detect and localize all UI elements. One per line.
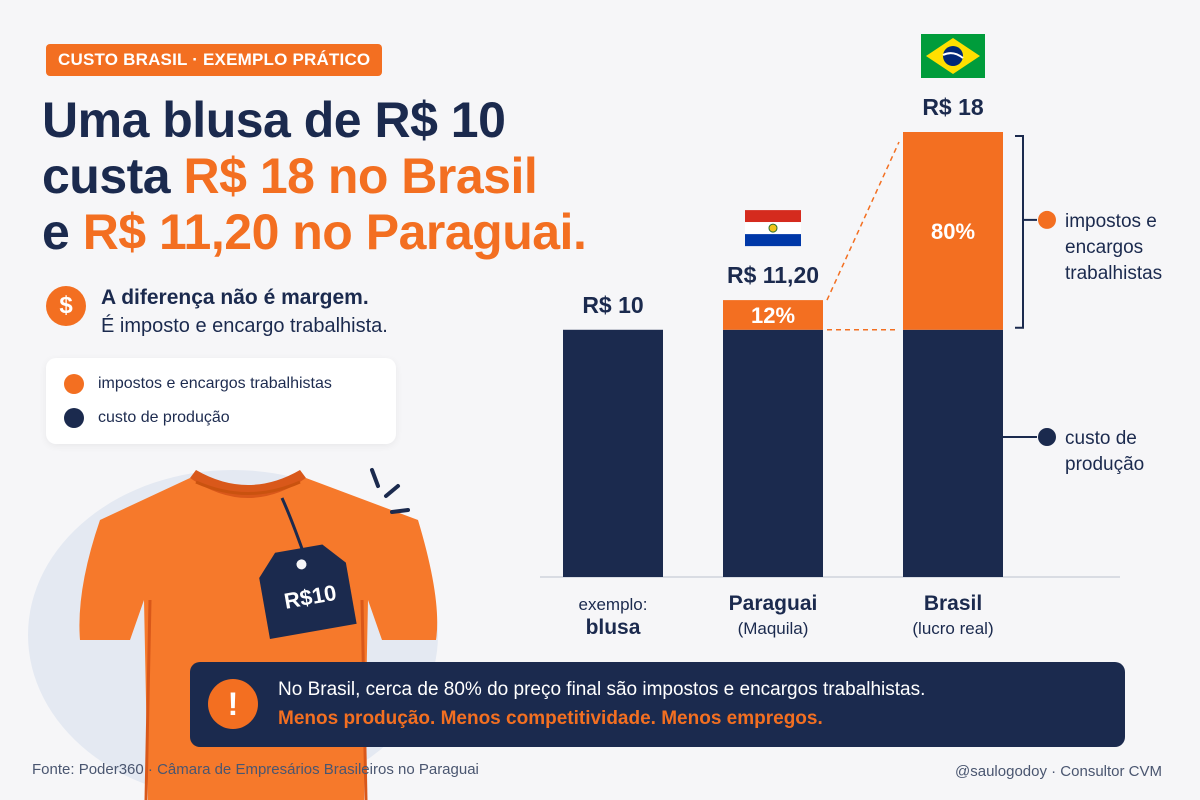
paraguay-flag-blue — [745, 234, 801, 247]
headline-brazil-price: R$ 18 no Brasil — [183, 148, 538, 204]
callout-line-1: No Brasil, cerca de 80% do preço final s… — [278, 679, 926, 700]
category-label-top-1: Paraguai — [729, 592, 818, 615]
bar-producao-2 — [903, 329, 1003, 577]
annotation-tax-line-1: encargos — [1065, 237, 1143, 258]
bar-impostos-1 — [723, 300, 823, 330]
shirt-icon — [79, 470, 438, 800]
annotation-tax-line-2: trabalhistas — [1065, 263, 1162, 284]
total-label-1: R$ 11,20 — [727, 262, 819, 288]
legend: impostos e encargos trabalhistas custo d… — [46, 358, 396, 444]
annotation-dot-cost — [1038, 428, 1056, 446]
annotation-tax-line-0: impostos e — [1065, 211, 1157, 232]
category-label-bottom-0: blusa — [586, 616, 641, 639]
callout-box: ! No Brasil, cerca de 80% do preço final… — [190, 662, 1125, 747]
segment-label-1: 12% — [751, 303, 795, 328]
headline-line-2: custa R$ 18 no Brasil — [42, 148, 682, 204]
bar-producao-0 — [563, 329, 663, 577]
author-credit: @saulogodoy · Consultor CVM — [955, 763, 1162, 780]
headline-line-3: e R$ 11,20 no Paraguai. — [42, 204, 682, 260]
annotation-cost-line-0: custo de — [1065, 428, 1137, 449]
headline: Uma blusa de R$ 10 custa R$ 18 no Brasil… — [42, 92, 682, 260]
headline-paraguay-price: R$ 11,20 no Paraguai. — [82, 204, 587, 260]
annotation-dot-tax — [1038, 210, 1056, 229]
dollar-icon: $ — [46, 286, 86, 326]
paraguay-flag-emblem — [768, 223, 778, 233]
legend-swatch-cost — [64, 408, 84, 428]
legend-item-tax: impostos e encargos trabalhistas — [64, 374, 332, 394]
category-label-top-0: exemplo: — [579, 595, 648, 614]
category-label-bottom-1: (Maquila) — [738, 619, 809, 638]
total-label-0: R$ 10 — [582, 292, 643, 318]
brazil-flag-globe — [943, 46, 963, 66]
bar-producao-1 — [723, 329, 823, 577]
callout-line-2: Menos produção. Menos competitividade. M… — [278, 708, 823, 729]
legend-swatch-tax — [64, 374, 84, 394]
subtitle-text: É imposto e encargo trabalhista. — [101, 315, 388, 337]
subtitle-bold: A diferença não é margem. — [101, 286, 369, 309]
sparkle-lines — [370, 468, 410, 514]
total-label-2: R$ 18 — [922, 94, 984, 120]
category-label-bottom-2: (lucro real) — [912, 619, 993, 638]
annotation-cost-line-1: produção — [1065, 454, 1144, 475]
bar-impostos-2 — [903, 132, 1003, 330]
paraguay-flag — [745, 210, 801, 223]
headline-line-3-prefix: e — [42, 204, 83, 260]
brazil-flag-band — [942, 52, 964, 59]
legend-label-tax: impostos e encargos trabalhistas — [98, 375, 332, 392]
category-tag: CUSTO BRASIL · EXEMPLO PRÁTICO — [46, 44, 383, 76]
tax-bracket — [1015, 135, 1024, 329]
segment-label-2: 80% — [931, 219, 975, 244]
warning-icon: ! — [208, 679, 258, 729]
headline-line-1: Uma blusa de R$ 10 — [42, 92, 506, 148]
category-label-top-2: Brasil — [924, 592, 982, 615]
chart: R$ 10 exemplo: blusa 12% R$ 11,20 Paraguai (Ma… — [540, 34, 1162, 639]
legend-label-cost: custo de produção — [98, 409, 230, 426]
connector-tax — [826, 141, 900, 301]
price-tag — [259, 544, 357, 640]
legend-item-cost: custo de produção — [64, 408, 230, 428]
headline-line-2-prefix: custa — [42, 148, 184, 204]
source-note: Fonte: Poder360 · Câmara de Empresários … — [32, 761, 479, 778]
